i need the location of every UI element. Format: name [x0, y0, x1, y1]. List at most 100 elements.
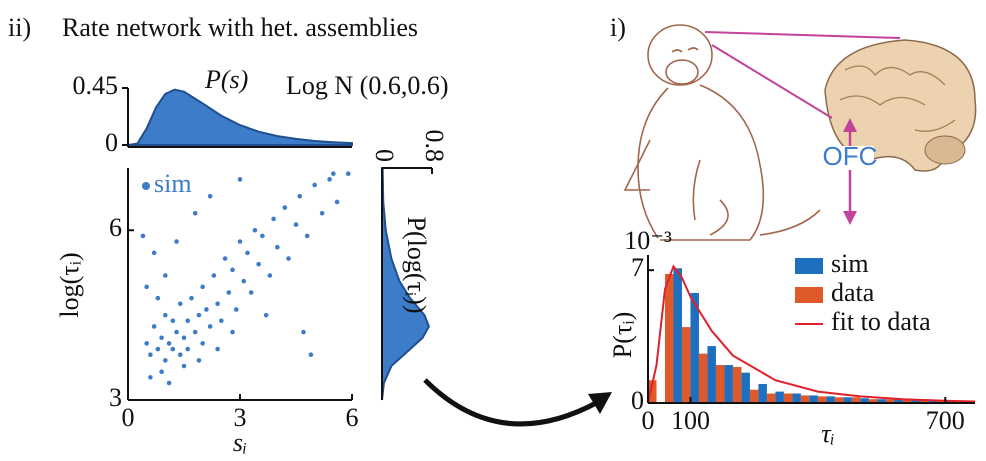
legend-swatch	[795, 287, 823, 303]
arrowhead	[843, 118, 857, 132]
scatter-point	[185, 346, 191, 352]
histogram-bar	[911, 400, 920, 403]
x-tick-label: 100	[671, 406, 710, 435]
flow-arrow	[423, 378, 600, 427]
histogram-bar	[741, 372, 750, 403]
scatter-point	[163, 273, 168, 278]
x-axis-label: τᵢ	[821, 419, 834, 448]
scatter-point	[260, 233, 265, 239]
scatter-point	[271, 216, 276, 222]
scatter-point	[151, 250, 157, 256]
fit-line	[647, 264, 976, 404]
scatter-point	[230, 267, 235, 273]
y-tick-label: 0.45	[73, 71, 119, 100]
panel-label: ii)	[8, 13, 31, 42]
scatter-point	[170, 346, 176, 352]
scatter-point	[148, 352, 153, 358]
histogram-bar	[834, 397, 844, 403]
scatter-point	[204, 307, 209, 312]
scatter-point	[215, 301, 220, 307]
histogram-bar	[843, 397, 852, 403]
histogram-bar	[826, 396, 835, 403]
scatter-point	[159, 335, 164, 341]
panel-label: i)	[610, 13, 626, 42]
y-axis-label: log(τᵢ)	[55, 252, 84, 317]
x-tick-label: 3	[234, 403, 247, 432]
scatter-point	[275, 244, 280, 250]
scatter-point	[166, 341, 172, 346]
connector	[711, 44, 833, 119]
histogram-bar	[758, 384, 767, 403]
legend-label: sim	[154, 169, 192, 198]
scatter-point	[297, 193, 303, 199]
scatter-point	[174, 239, 179, 244]
legend-label: fit to data	[831, 307, 931, 336]
scatter-point	[177, 352, 183, 358]
scatter-point	[241, 278, 247, 284]
scatter-point	[155, 346, 161, 352]
y-tick-label: 0	[631, 386, 644, 415]
scatter-point	[211, 273, 217, 278]
scatter-point	[140, 233, 146, 239]
panel-title: Rate network with het. assemblies	[62, 13, 418, 42]
histogram-bar	[800, 395, 810, 403]
scatter-point	[263, 312, 269, 318]
legend-label: sim	[831, 249, 869, 278]
histogram-bar	[919, 400, 929, 403]
scatter-point	[207, 193, 213, 199]
histogram-bar	[792, 393, 801, 403]
scatter-point	[196, 312, 202, 318]
scatter-point	[196, 358, 202, 363]
histogram-bar	[732, 366, 742, 403]
legend-swatch	[795, 258, 823, 274]
scatter-point	[226, 290, 232, 295]
scatter-point	[245, 250, 250, 256]
scatter-point	[177, 301, 183, 307]
scatter-point	[233, 307, 239, 312]
scatter-point	[151, 324, 157, 329]
histogram-bar	[809, 395, 818, 403]
scatter-point	[219, 318, 224, 324]
scatter-point	[248, 290, 254, 295]
scatter-point	[267, 273, 273, 278]
scatter-point	[144, 284, 149, 290]
histogram-bar	[766, 393, 776, 403]
histogram-bar	[715, 365, 725, 403]
x-axis-label: sᵢ	[233, 428, 247, 457]
scatter-point	[282, 205, 288, 210]
ofc-label: OFC	[823, 141, 878, 171]
y-tick-label: 3	[109, 383, 122, 412]
histogram-bar	[707, 346, 716, 403]
y-axis-label: P(log(τᵢ))	[402, 216, 431, 313]
scatter-point	[327, 177, 332, 182]
histogram-bar	[894, 399, 903, 403]
scatter-point	[174, 329, 179, 335]
y-tick-label: 0	[105, 128, 118, 157]
scatter-point	[319, 210, 325, 216]
scatter-point	[200, 341, 205, 346]
histogram-bar	[724, 365, 733, 403]
scatter-point	[200, 284, 205, 290]
density-area	[127, 88, 353, 146]
arrowhead	[843, 211, 857, 225]
scatter-point	[237, 177, 243, 182]
scatter-point	[286, 256, 291, 261]
legend-marker	[142, 182, 150, 190]
scatter-point	[166, 380, 172, 386]
scatter-point	[256, 261, 261, 267]
histogram-bar	[868, 399, 878, 403]
scatter-point	[222, 256, 228, 261]
arrowhead	[588, 392, 612, 414]
chart-title: P(s)	[204, 65, 248, 94]
histogram-bar	[681, 327, 691, 403]
scatter-point	[181, 363, 187, 369]
histogram-bar	[698, 353, 708, 403]
scatter-point	[192, 329, 198, 335]
scatter-point	[345, 171, 351, 176]
histogram-bar	[851, 397, 861, 403]
scatter-point	[237, 239, 243, 244]
x-tick-label: 0	[122, 403, 135, 432]
y-tick-label: 7	[631, 253, 644, 282]
x-tick-label: 0	[642, 406, 655, 435]
